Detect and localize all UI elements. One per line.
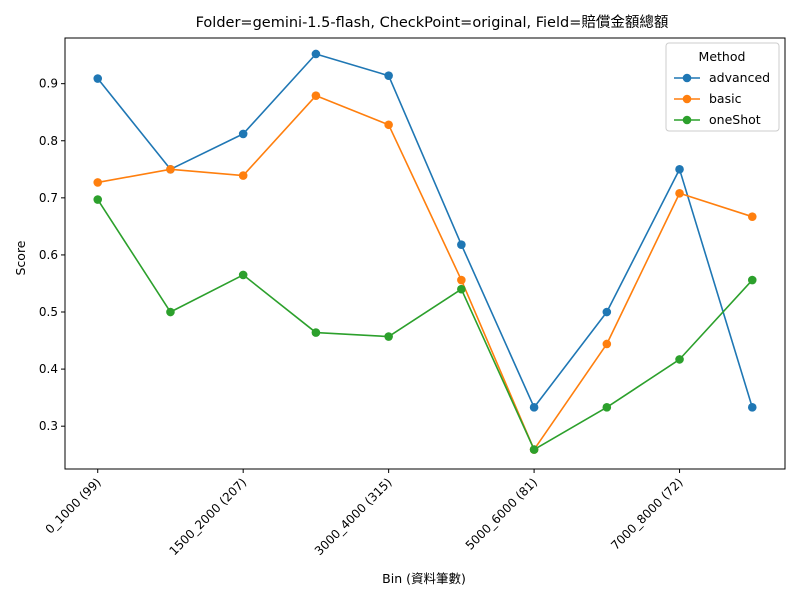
- x-tick-label: 3000_4000 (315): [312, 475, 395, 558]
- data-point-oneShot: [311, 328, 321, 337]
- data-point-advanced: [602, 307, 612, 317]
- axes-frame: [64, 37, 786, 470]
- data-point-advanced: [238, 129, 248, 139]
- data-point-oneShot: [602, 403, 612, 412]
- legend-frame: [665, 42, 780, 132]
- data-point-advanced: [93, 74, 103, 83]
- data-point-oneShot: [747, 275, 757, 285]
- y-tick-label: 0.5: [39, 305, 58, 319]
- data-point-basic: [166, 164, 175, 174]
- legend-title: Method: [699, 49, 746, 64]
- y-axis-label: Score: [13, 240, 28, 275]
- x-axis-label: Bin (資料筆數): [382, 571, 466, 586]
- data-point-basic: [311, 91, 321, 100]
- data-point-oneShot: [675, 355, 684, 364]
- data-point-oneShot: [457, 284, 466, 294]
- x-tick-label: 0_1000 (99): [43, 475, 104, 536]
- data-point-oneShot: [529, 445, 539, 454]
- y-tick-label: 0.3: [39, 419, 58, 433]
- data-point-advanced: [311, 49, 321, 59]
- data-point-oneShot: [384, 332, 393, 341]
- legend-marker-basic: [682, 94, 692, 104]
- y-tick-label: 0.6: [39, 248, 58, 262]
- x-tick-label: 5000_6000 (81): [463, 475, 540, 552]
- legend-marker-advanced: [682, 73, 692, 83]
- legend-label-advanced: advanced: [709, 70, 770, 85]
- y-tick-label: 0.9: [39, 77, 58, 91]
- data-point-oneShot: [166, 307, 175, 317]
- data-point-advanced: [747, 403, 757, 412]
- legend-marker-oneShot: [682, 115, 692, 125]
- data-point-basic: [457, 275, 466, 285]
- data-point-basic: [238, 171, 248, 180]
- data-point-advanced: [675, 164, 684, 174]
- y-tick-label: 0.7: [39, 191, 58, 205]
- data-point-advanced: [384, 71, 393, 80]
- data-point-basic: [93, 178, 103, 187]
- x-tick-label: 1500_2000 (207): [166, 475, 249, 558]
- data-point-oneShot: [238, 270, 248, 280]
- data-point-basic: [747, 212, 757, 221]
- series-line-oneShot: [97, 199, 753, 451]
- y-tick-label: 0.4: [39, 362, 58, 376]
- series-line-basic: [97, 94, 753, 451]
- y-tick-label: 0.8: [39, 134, 58, 148]
- chart-title: Folder=gemini-1.5-flash, CheckPoint=orig…: [196, 13, 669, 31]
- data-point-advanced: [529, 403, 539, 412]
- legend: Method advanced basic oneShot: [665, 42, 780, 132]
- x-tick-label: 7000_8000 (72): [608, 475, 685, 552]
- data-point-basic: [602, 339, 612, 349]
- data-point-oneShot: [93, 195, 103, 204]
- legend-label-basic: basic: [709, 91, 742, 106]
- data-point-advanced: [457, 240, 466, 249]
- legend-label-oneShot: oneShot: [709, 112, 761, 127]
- data-point-basic: [675, 188, 684, 198]
- series-line-advanced: [97, 53, 754, 409]
- data-point-basic: [384, 120, 393, 130]
